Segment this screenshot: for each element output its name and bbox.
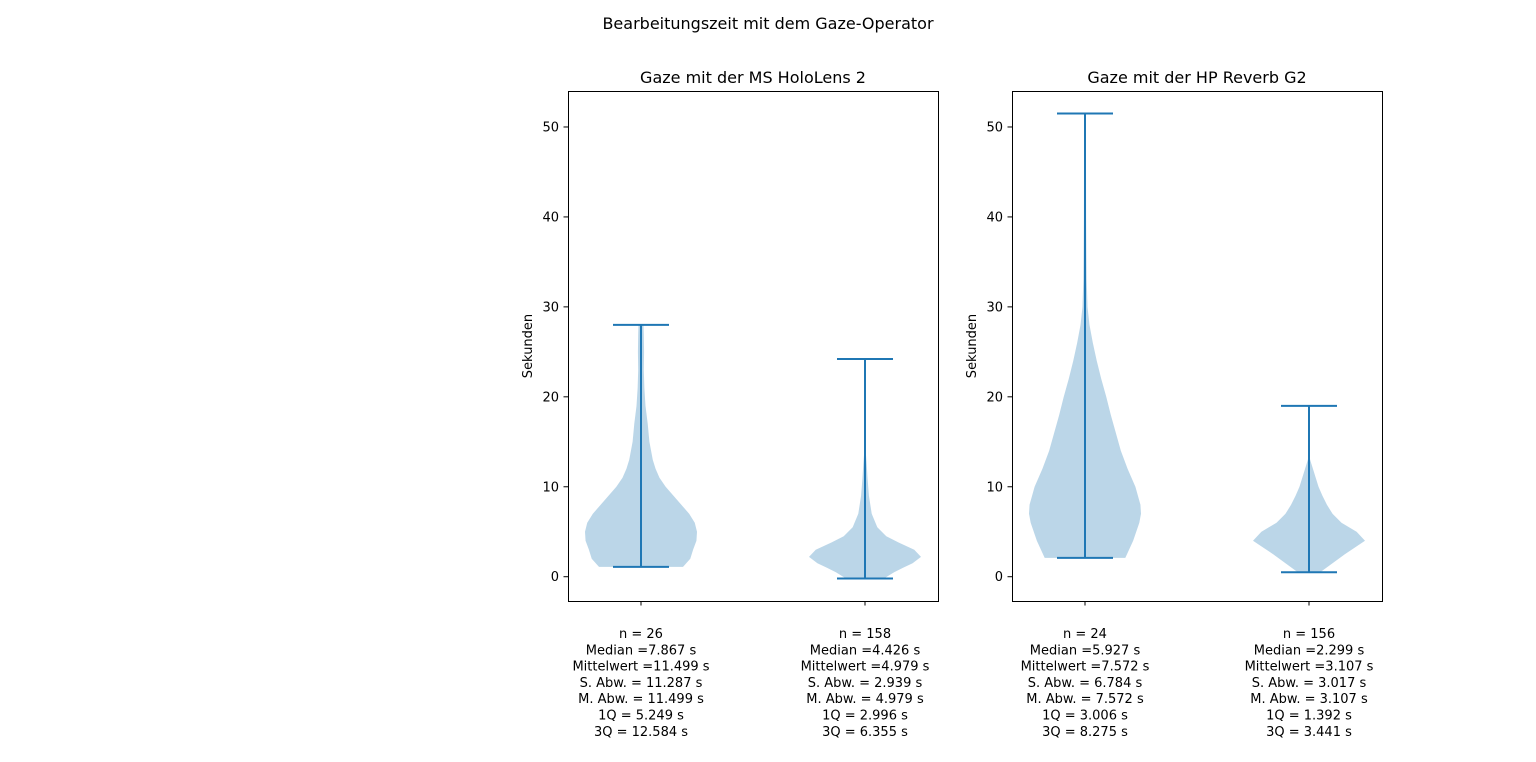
stats-line: Median =5.927 s bbox=[1030, 643, 1141, 658]
stats-line: n = 26 bbox=[619, 627, 663, 642]
stats-line: 3Q = 8.275 s bbox=[1042, 725, 1128, 740]
stats-line: Mittelwert =7.572 s bbox=[1021, 660, 1150, 675]
y-tick-label: 50 bbox=[542, 120, 559, 135]
stats-line: 3Q = 12.584 s bbox=[594, 725, 688, 740]
x-tick-stats-label: n = 26 Median =7.867 s Mittelwert =11.499 … bbox=[572, 627, 709, 740]
stats-line: n = 158 bbox=[839, 627, 891, 642]
stats-line: 1Q = 5.249 s bbox=[598, 709, 684, 724]
x-tick-stats-label: n = 158 Median =4.426 s Mittelwert =4.979 … bbox=[801, 627, 930, 740]
stats-line: Mittelwert =4.979 s bbox=[801, 660, 930, 675]
y-tick-label: 0 bbox=[995, 570, 1003, 585]
y-tick-label: 20 bbox=[542, 390, 559, 405]
stats-line: 3Q = 6.355 s bbox=[822, 725, 908, 740]
stats-line: S. Abw. = 2.939 s bbox=[808, 676, 923, 691]
stats-line: S. Abw. = 6.784 s bbox=[1028, 676, 1143, 691]
stats-line: n = 156 bbox=[1283, 627, 1335, 642]
y-tick-label: 30 bbox=[986, 300, 1003, 315]
stats-line: M. Abw. = 4.979 s bbox=[806, 692, 924, 707]
stats-line: M. Abw. = 7.572 s bbox=[1026, 692, 1144, 707]
figure-suptitle: Bearbeitungszeit mit dem Gaze-Operator bbox=[602, 14, 934, 33]
stats-line: Mittelwert =11.499 s bbox=[572, 660, 709, 675]
stats-line: M. Abw. = 3.107 s bbox=[1250, 692, 1368, 707]
y-tick-label: 40 bbox=[986, 210, 1003, 225]
y-tick-label: 30 bbox=[542, 300, 559, 315]
stats-line: 3Q = 3.441 s bbox=[1266, 725, 1352, 740]
y-tick-label: 10 bbox=[542, 480, 559, 495]
stats-line: Median =7.867 s bbox=[586, 643, 697, 658]
stats-line: Median =2.299 s bbox=[1254, 643, 1365, 658]
y-axis-label: Sekunden bbox=[965, 314, 980, 378]
stats-line: Median =4.426 s bbox=[810, 643, 921, 658]
x-tick-stats-label: n = 24 Median =5.927 s Mittelwert =7.572 s… bbox=[1021, 627, 1150, 740]
stats-line: 1Q = 3.006 s bbox=[1042, 709, 1128, 724]
stats-line: 1Q = 1.392 s bbox=[1266, 709, 1352, 724]
y-tick-label: 40 bbox=[542, 210, 559, 225]
stats-line: M. Abw. = 11.499 s bbox=[578, 692, 704, 707]
axes-title: Gaze mit der HP Reverb G2 bbox=[1087, 68, 1306, 87]
y-tick-label: 50 bbox=[986, 120, 1003, 135]
axes-title: Gaze mit der MS HoloLens 2 bbox=[640, 68, 866, 87]
x-tick-stats-label: n = 156 Median =2.299 s Mittelwert =3.107 … bbox=[1245, 627, 1374, 740]
axes-frame bbox=[568, 91, 939, 602]
violin-panel-reverb: n = 24 Median =5.927 s Mittelwert =7.572 s… bbox=[965, 68, 1383, 740]
y-tick-label: 0 bbox=[551, 570, 559, 585]
stats-line: n = 24 bbox=[1063, 627, 1107, 642]
y-tick-label: 10 bbox=[986, 480, 1003, 495]
stats-line: 1Q = 2.996 s bbox=[822, 709, 908, 724]
stats-line: S. Abw. = 3.017 s bbox=[1252, 676, 1367, 691]
y-axis-label: Sekunden bbox=[521, 314, 536, 378]
stats-line: S. Abw. = 11.287 s bbox=[580, 676, 703, 691]
stats-line: Mittelwert =3.107 s bbox=[1245, 660, 1374, 675]
y-tick-label: 20 bbox=[986, 390, 1003, 405]
axes-frame bbox=[1012, 91, 1383, 602]
violin-panel-hololens: n = 26 Median =7.867 s Mittelwert =11.499 … bbox=[521, 68, 939, 740]
